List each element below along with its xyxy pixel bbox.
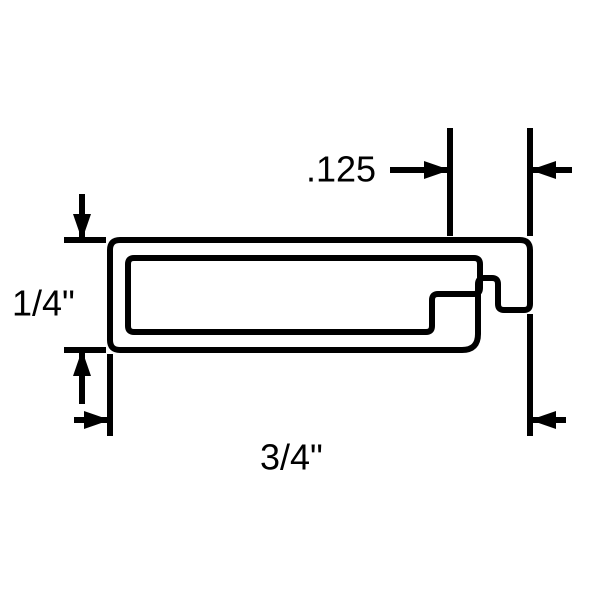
- svg-text:.125: .125: [306, 149, 376, 190]
- svg-text:1/4": 1/4": [12, 283, 75, 324]
- svg-text:3/4": 3/4": [260, 437, 323, 478]
- profile-inner: [128, 258, 480, 332]
